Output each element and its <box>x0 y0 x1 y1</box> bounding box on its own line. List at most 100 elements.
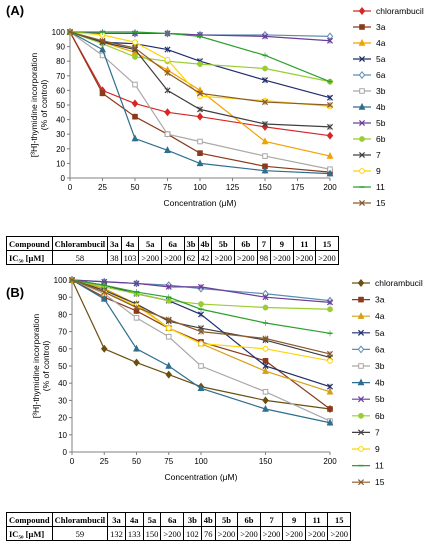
legend-marker <box>359 168 365 174</box>
table-cell: >200 <box>315 250 339 265</box>
table-cell: 133 <box>124 526 144 541</box>
data-point-3a <box>197 150 203 156</box>
data-point-4b <box>326 418 334 426</box>
table-cell: >200 <box>282 526 306 541</box>
x-tick-label: 125 <box>226 183 240 192</box>
data-point-6b <box>132 53 138 60</box>
legend-item-chlorambucil: chlorambucil <box>352 278 423 288</box>
legend-marker <box>358 296 364 303</box>
x-tick-label: 50 <box>131 183 140 192</box>
legend-label: 3a <box>375 295 385 305</box>
x-tick-label: 200 <box>323 183 337 192</box>
legend-label: 3b <box>376 86 386 96</box>
y-tick-label: 60 <box>56 86 65 95</box>
legend-label: 6b <box>376 134 386 144</box>
legend-item-3a: 3a <box>352 295 385 305</box>
data-point-5b <box>326 37 334 44</box>
x-tick-label: 50 <box>132 457 141 466</box>
table-cell: >200 <box>234 250 258 265</box>
data-point-4a <box>326 151 334 159</box>
data-point-15 <box>101 289 108 296</box>
legend-marker <box>357 312 365 319</box>
y-axis-title: [³H]-thymidine incorporation(% of contro… <box>31 314 51 419</box>
data-point-4b <box>133 344 140 352</box>
y-axis-title-line1: [³H]-thymidine incorporation <box>29 53 39 158</box>
data-point-7 <box>326 123 334 130</box>
data-point-chlorambucil <box>133 358 140 367</box>
legend-marker <box>359 24 365 30</box>
data-point-3a <box>262 358 269 364</box>
table-cell: >200 <box>138 250 162 265</box>
legend-item-9: 9 <box>352 444 380 454</box>
table-header-cell: 3a <box>107 236 122 251</box>
table-cell: >200 <box>259 526 284 541</box>
legend-label: chlorambucil <box>375 278 423 288</box>
legend-marker <box>358 38 366 46</box>
data-point-15 <box>197 328 205 335</box>
table-cell: >200 <box>327 526 351 541</box>
data-point-15 <box>326 101 334 109</box>
legend-item-4a: 4a <box>352 311 385 321</box>
data-point-5b <box>262 294 269 301</box>
data-point-15 <box>68 276 76 284</box>
y-tick-label: 30 <box>56 130 65 139</box>
data-point-chlorambucil <box>262 396 269 405</box>
x-tick-label: 25 <box>98 183 107 192</box>
table-header-cell: 4b <box>200 512 216 527</box>
data-point-5b <box>101 278 108 285</box>
legend-label: 7 <box>376 150 381 160</box>
series-15 <box>68 276 334 357</box>
data-point-6b <box>198 301 204 307</box>
legend-marker <box>358 102 366 110</box>
table-cell: 62 <box>183 250 199 265</box>
legend-item-5a: 5a <box>353 54 386 64</box>
legend-item-6a: 6a <box>352 344 385 354</box>
legend-item-6b: 6b <box>353 134 386 144</box>
y-tick-label: 100 <box>54 276 68 285</box>
data-point-3b <box>133 315 140 321</box>
table-header-cell: Compound <box>6 236 53 251</box>
table-header-cell: 6b <box>234 236 258 251</box>
legend-item-5b: 5b <box>352 394 385 404</box>
series-line-6b <box>69 31 331 83</box>
y-tick-label: 60 <box>58 345 67 354</box>
table-cell: 76 <box>200 526 216 541</box>
table-row: IC₅₀ [μM] 58 38 103 >200 >200 62 42 >200 >200 98 >2… <box>6 250 339 265</box>
data-point-5b <box>197 283 205 290</box>
legend-label: 15 <box>376 198 386 208</box>
legend-item-chlorambucil: chlorambucil <box>353 6 424 16</box>
legend-item-4a: 4a <box>353 38 386 48</box>
data-point-5a <box>262 362 269 370</box>
y-tick-label: 0 <box>61 174 66 183</box>
data-point-15 <box>262 335 269 342</box>
legend-marker <box>357 329 365 336</box>
data-point-4b <box>261 166 269 174</box>
data-point-4b <box>100 294 108 302</box>
table-cell: 103 <box>120 250 140 265</box>
x-axis-title: Concentration (μM) <box>165 472 238 482</box>
data-point-7 <box>196 106 204 113</box>
table-header-cell: 6b <box>237 512 261 527</box>
legend-label: 4a <box>376 38 386 48</box>
x-tick-label: 25 <box>100 457 109 466</box>
data-point-3b <box>198 363 204 369</box>
y-tick-label: 10 <box>56 159 65 168</box>
legend-marker <box>357 378 365 386</box>
data-point-15 <box>165 316 172 323</box>
data-point-4b <box>262 404 269 412</box>
legend-item-5a: 5a <box>352 328 385 338</box>
table-cell: 150 <box>142 526 162 541</box>
table-header-cell: 7 <box>256 236 272 251</box>
table-cell: 59 <box>51 526 109 541</box>
y-tick-label: 100 <box>52 28 66 37</box>
legend-label: 4b <box>375 378 385 388</box>
data-point-4b <box>197 384 205 392</box>
table-cell: 58 <box>51 250 109 265</box>
legend-label: 5b <box>376 118 386 128</box>
legend-marker <box>358 55 366 63</box>
table-row-label: IC₅₀ [μM] <box>6 250 53 265</box>
legend-item-11: 11 <box>353 182 385 192</box>
legend-item-6a: 6a <box>353 70 386 80</box>
legend-label: 4b <box>376 102 386 112</box>
x-tick-label: 200 <box>323 457 337 466</box>
